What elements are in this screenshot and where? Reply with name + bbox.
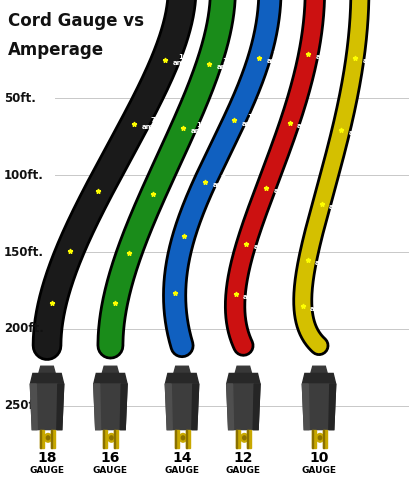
Text: 20
amps: 20 amps	[316, 48, 337, 60]
Polygon shape	[253, 384, 260, 430]
Circle shape	[316, 433, 324, 442]
Text: Cord Gauge vs: Cord Gauge vs	[8, 12, 144, 30]
Text: 100ft.: 100ft.	[4, 168, 44, 182]
Polygon shape	[30, 384, 64, 430]
Text: 20
amps: 20 amps	[362, 51, 384, 64]
Polygon shape	[227, 373, 260, 384]
Text: 50ft.: 50ft.	[4, 92, 36, 105]
Text: 10
amps: 10 amps	[191, 121, 212, 134]
Text: 15
amps: 15 amps	[297, 117, 318, 130]
Text: 13
amps: 13 amps	[216, 58, 238, 70]
Polygon shape	[235, 366, 252, 373]
Polygon shape	[165, 384, 199, 430]
Polygon shape	[120, 384, 127, 430]
Polygon shape	[102, 366, 119, 373]
Polygon shape	[114, 430, 115, 448]
Text: 150ft.: 150ft.	[4, 245, 44, 259]
Text: GAUGE: GAUGE	[29, 466, 65, 475]
Text: GAUGE: GAUGE	[164, 466, 200, 475]
Text: 15
amps: 15 amps	[329, 197, 351, 210]
Text: Amperage: Amperage	[8, 41, 104, 59]
Polygon shape	[51, 430, 55, 448]
Circle shape	[243, 436, 246, 440]
Polygon shape	[302, 373, 336, 384]
Circle shape	[44, 433, 52, 442]
Text: 10: 10	[309, 451, 329, 465]
Polygon shape	[236, 430, 237, 448]
Polygon shape	[175, 430, 176, 448]
Text: GAUGE: GAUGE	[226, 466, 261, 475]
Polygon shape	[175, 430, 179, 448]
Circle shape	[46, 436, 49, 440]
Text: GAUGE: GAUGE	[301, 466, 337, 475]
Text: 16: 16	[101, 451, 120, 465]
Text: 10
amps: 10 amps	[310, 300, 332, 312]
Polygon shape	[302, 384, 336, 430]
Polygon shape	[30, 384, 37, 430]
Circle shape	[108, 433, 115, 442]
Circle shape	[181, 436, 184, 440]
Polygon shape	[30, 373, 64, 384]
Polygon shape	[311, 366, 327, 373]
Text: 7
amps: 7 amps	[212, 175, 234, 188]
Polygon shape	[192, 384, 199, 430]
Polygon shape	[186, 430, 187, 448]
Text: 7
amps: 7 amps	[243, 288, 264, 300]
Text: 200ft.: 200ft.	[4, 322, 44, 336]
Text: 10
amps: 10 amps	[315, 254, 336, 266]
Text: 250ft.: 250ft.	[4, 399, 44, 412]
Polygon shape	[312, 430, 316, 448]
Polygon shape	[57, 384, 64, 430]
Polygon shape	[39, 366, 55, 373]
Polygon shape	[40, 430, 44, 448]
Text: 13
amps: 13 amps	[242, 114, 263, 127]
Polygon shape	[247, 430, 252, 448]
Polygon shape	[94, 384, 127, 430]
Polygon shape	[51, 430, 52, 448]
Polygon shape	[103, 430, 104, 448]
Polygon shape	[227, 384, 234, 430]
Polygon shape	[165, 384, 172, 430]
Text: 10
amps: 10 amps	[273, 181, 294, 194]
Polygon shape	[174, 366, 190, 373]
Text: 8
amps: 8 amps	[254, 238, 275, 250]
Polygon shape	[236, 430, 240, 448]
Circle shape	[318, 436, 321, 440]
Polygon shape	[40, 430, 41, 448]
Polygon shape	[323, 430, 324, 448]
Text: 20
amps: 20 amps	[348, 124, 370, 136]
Polygon shape	[94, 384, 101, 430]
Polygon shape	[329, 384, 336, 430]
Text: 15
amps: 15 amps	[267, 51, 288, 64]
Text: GAUGE: GAUGE	[93, 466, 128, 475]
Polygon shape	[114, 430, 119, 448]
Text: 18: 18	[37, 451, 57, 465]
Polygon shape	[323, 430, 327, 448]
Polygon shape	[302, 384, 309, 430]
Polygon shape	[312, 430, 313, 448]
Text: 12: 12	[234, 451, 253, 465]
Polygon shape	[103, 430, 108, 448]
Circle shape	[179, 433, 187, 442]
Circle shape	[240, 433, 248, 442]
Polygon shape	[165, 373, 199, 384]
Text: 7
amps: 7 amps	[142, 118, 163, 130]
Polygon shape	[94, 373, 127, 384]
Circle shape	[110, 436, 113, 440]
Polygon shape	[227, 384, 260, 430]
Polygon shape	[186, 430, 190, 448]
Text: 10
amps: 10 amps	[173, 54, 194, 66]
Text: 14: 14	[172, 451, 192, 465]
Polygon shape	[247, 430, 248, 448]
